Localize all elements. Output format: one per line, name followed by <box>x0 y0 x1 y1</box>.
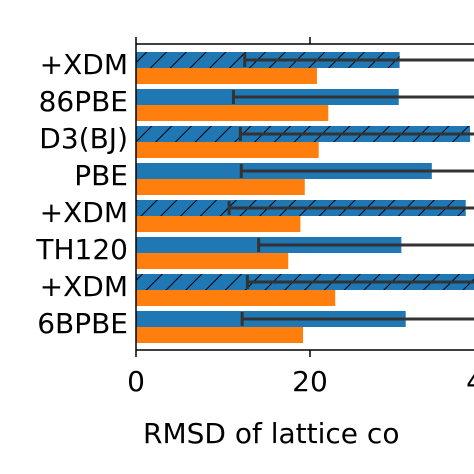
bar <box>136 142 319 158</box>
x-axis-label: RMSD of lattice co <box>143 417 399 450</box>
bar <box>136 216 301 232</box>
bar <box>136 327 304 343</box>
x-tick-label: 20 <box>292 365 328 398</box>
y-tick-label: +XDM <box>40 48 128 81</box>
y-tick-label: TH120 <box>35 233 128 266</box>
bar <box>136 253 289 269</box>
bar <box>136 105 329 121</box>
bar <box>136 68 317 84</box>
y-tick-label: D3(BJ) <box>39 122 128 155</box>
bar <box>136 290 336 306</box>
y-tick-label: +XDM <box>40 196 128 229</box>
x-tick-label: 0 <box>127 365 145 398</box>
bar <box>136 179 305 195</box>
y-tick-label: +XDM <box>40 270 128 303</box>
y-tick-label: PBE <box>74 159 128 192</box>
y-tick-label: 86PBE <box>39 85 128 118</box>
x-tick-label: 40 <box>466 365 474 398</box>
y-tick-label: 6BPBE <box>37 307 128 340</box>
